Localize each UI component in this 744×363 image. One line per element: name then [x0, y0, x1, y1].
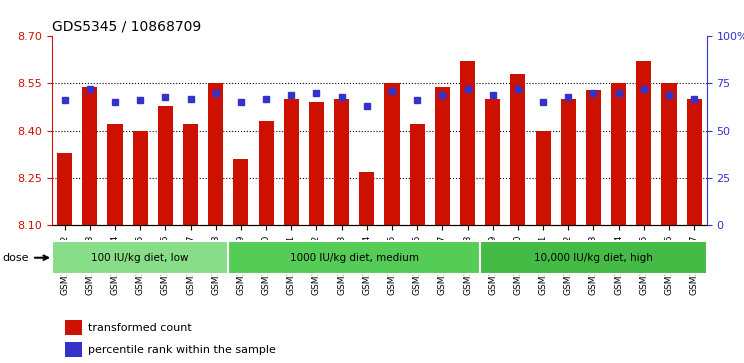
Bar	[107, 125, 123, 225]
Bar	[259, 121, 274, 225]
Bar	[65, 342, 82, 357]
Bar	[561, 99, 576, 225]
Bar	[334, 99, 349, 225]
Bar	[510, 74, 525, 225]
Bar	[158, 106, 173, 225]
Bar	[309, 102, 324, 225]
Text: transformed count: transformed count	[88, 323, 192, 333]
Bar	[661, 83, 676, 225]
Text: 10,000 IU/kg diet, high: 10,000 IU/kg diet, high	[534, 253, 653, 263]
Text: percentile rank within the sample: percentile rank within the sample	[88, 345, 276, 355]
Bar	[359, 172, 374, 225]
Text: dose: dose	[3, 253, 48, 263]
Bar	[183, 125, 198, 225]
Bar	[434, 87, 450, 225]
Bar	[586, 90, 601, 225]
Bar	[283, 99, 299, 225]
Bar	[485, 99, 500, 225]
Bar	[687, 99, 702, 225]
Bar	[385, 83, 400, 225]
Bar	[611, 83, 626, 225]
Bar	[636, 61, 652, 225]
Bar	[83, 87, 97, 225]
FancyBboxPatch shape	[228, 241, 480, 274]
Bar	[536, 131, 551, 225]
Bar	[460, 61, 475, 225]
Text: 1000 IU/kg diet, medium: 1000 IU/kg diet, medium	[289, 253, 419, 263]
Bar	[65, 320, 82, 335]
Bar	[234, 159, 248, 225]
FancyBboxPatch shape	[52, 241, 228, 274]
Bar	[132, 131, 148, 225]
Bar	[208, 83, 223, 225]
Text: GDS5345 / 10868709: GDS5345 / 10868709	[52, 20, 202, 34]
Text: 100 IU/kg diet, low: 100 IU/kg diet, low	[92, 253, 189, 263]
Bar	[57, 153, 72, 225]
FancyBboxPatch shape	[480, 241, 707, 274]
Bar	[410, 125, 425, 225]
